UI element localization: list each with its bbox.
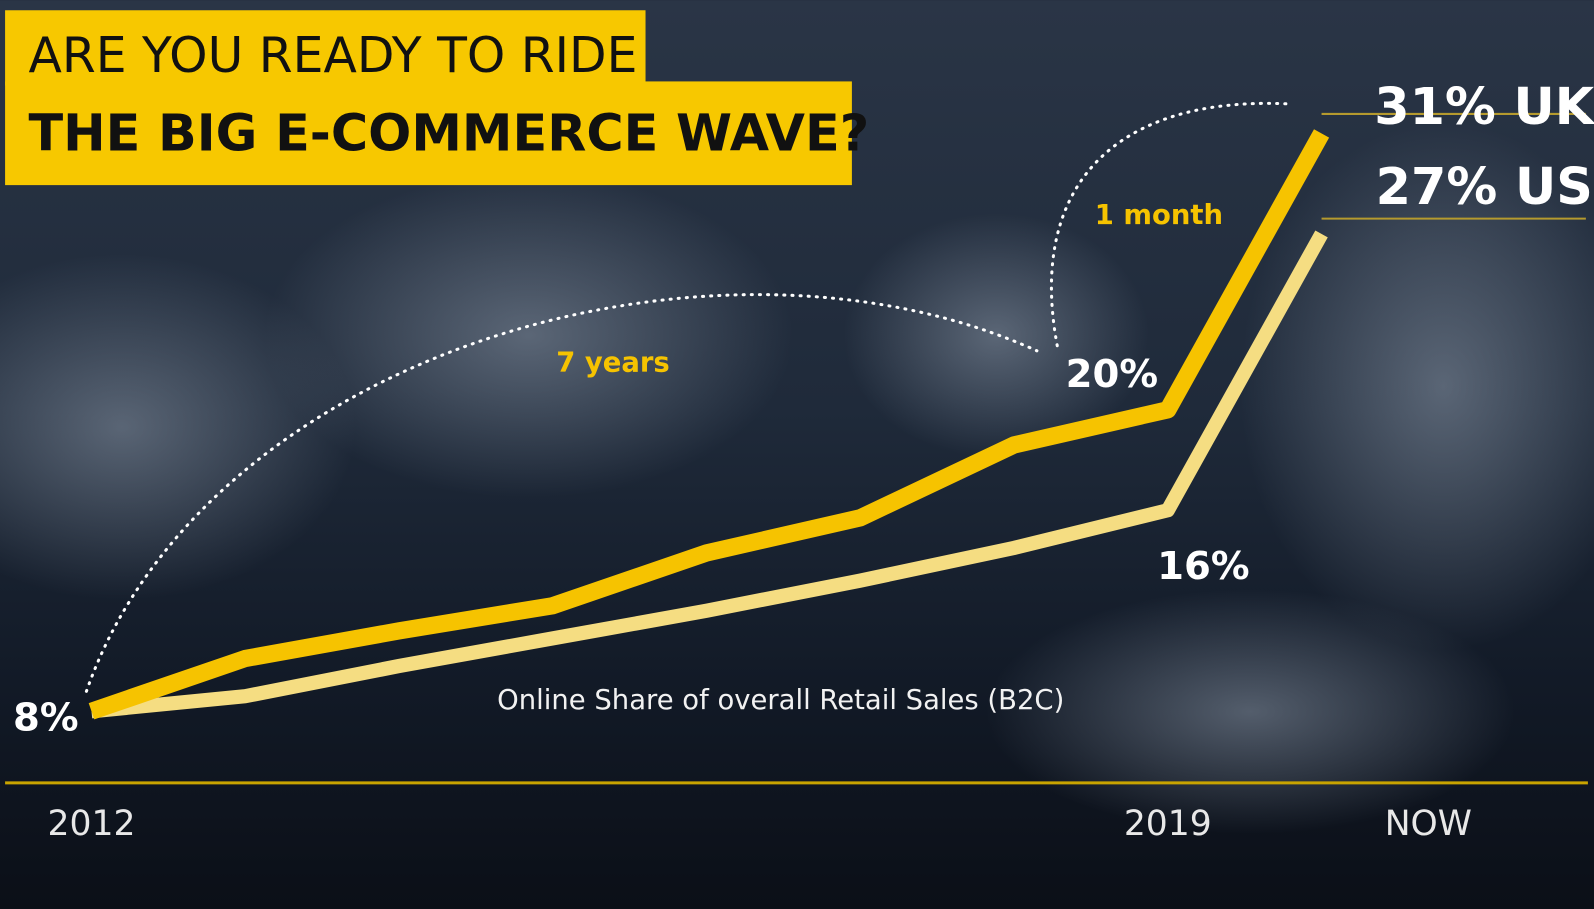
- line: [90, 230, 1328, 719]
- dotted-arrow: [84, 293, 1039, 693]
- value-label-number: 8%: [13, 695, 79, 740]
- foam: [264, 172, 793, 499]
- value-label: 16%: [1157, 544, 1249, 589]
- x-tick-label: NOW: [1385, 804, 1472, 844]
- title-line: ARE YOU READY TO RIDE: [28, 27, 637, 84]
- annotation: 7 years: [556, 348, 670, 379]
- value-label-number: 16%: [1157, 544, 1249, 589]
- dotted-arrow: [1049, 101, 1288, 348]
- x-tick-label: 2019: [1124, 804, 1212, 844]
- value-label-number: 27%: [1376, 157, 1498, 216]
- legend-label: UK: [1514, 77, 1594, 136]
- title-box: [5, 10, 646, 86]
- legend-label: US: [1515, 157, 1593, 216]
- foam: [843, 213, 1149, 458]
- subtitle: Online Share of overall Retail Sales (B2…: [497, 685, 1064, 716]
- line: [88, 129, 1330, 720]
- foam: [986, 589, 1515, 834]
- value-label: 27% US: [1376, 157, 1593, 216]
- annotation: 1 month: [1095, 200, 1223, 231]
- title-box: [5, 81, 852, 186]
- title-line: THE BIG E-COMMERCE WAVE?: [28, 103, 869, 162]
- x-tick-label: 2012: [48, 804, 136, 844]
- foam: [1240, 122, 1594, 651]
- gap: [1496, 77, 1514, 136]
- value-label: 8%: [13, 695, 79, 740]
- value-label-number: 20%: [1066, 352, 1158, 397]
- gap: [1497, 157, 1515, 216]
- value-label: 31% UK: [1374, 77, 1594, 136]
- value-label: 20%: [1066, 352, 1158, 397]
- value-label-number: 31%: [1374, 77, 1496, 136]
